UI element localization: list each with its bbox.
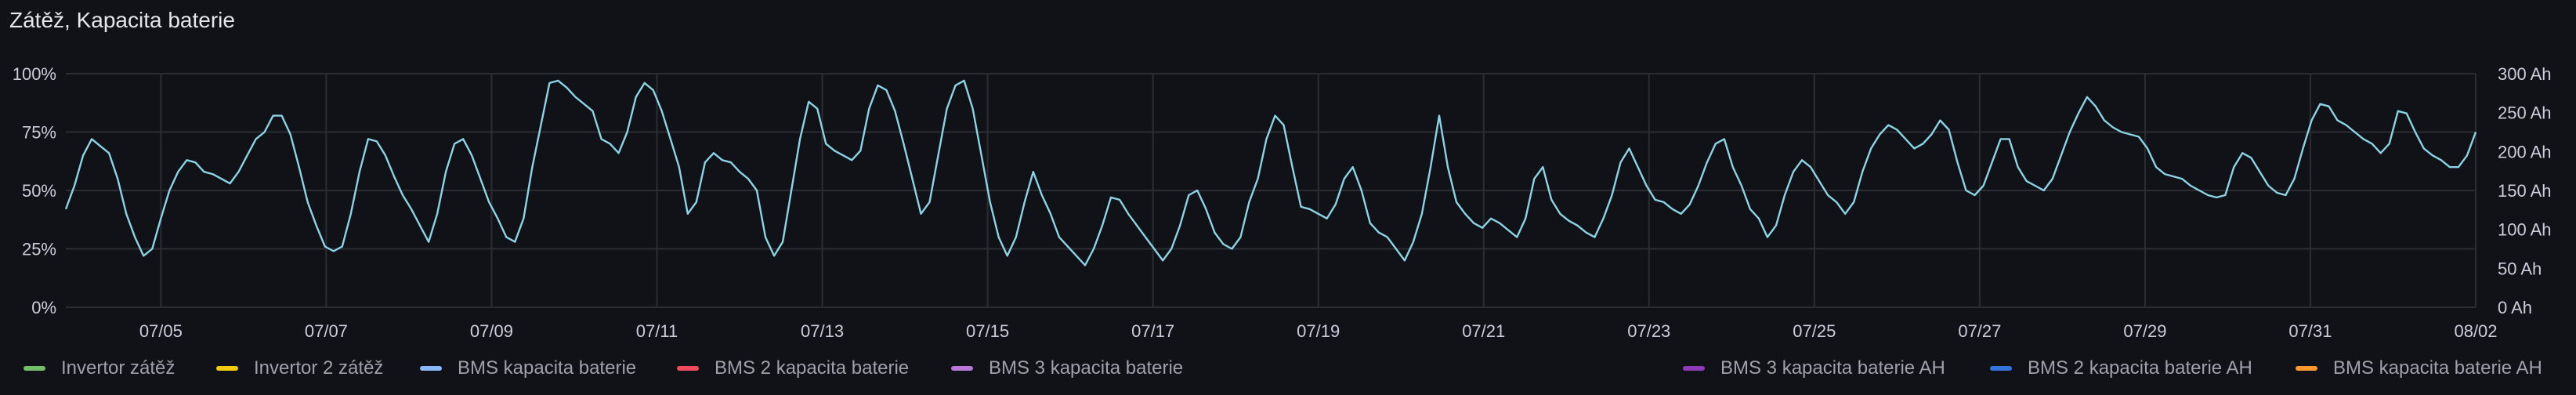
x-tick-label: 07/29: [2123, 321, 2166, 341]
y-right-tick-label: 0 Ah: [2498, 298, 2532, 317]
x-tick-label: 07/17: [1131, 321, 1174, 341]
legend-swatch: [420, 366, 442, 371]
legend-item-bms-3-kapacita-baterie-ah[interactable]: BMS 3 kapacita baterie AH: [1683, 357, 1945, 379]
x-tick-label: 07/11: [636, 321, 678, 341]
legend: Invertor zátěž Invertor 2 zátěž BMS kapa…: [0, 357, 2576, 386]
legend-swatch: [24, 366, 45, 371]
x-tick-label: 07/25: [1793, 321, 1836, 341]
legend-label: BMS 3 kapacita baterie AH: [1720, 357, 1945, 379]
y-left-tick-label: 100%: [13, 64, 56, 84]
x-tick-label: 08/02: [2454, 321, 2497, 341]
legend-label: BMS kapacita baterie: [458, 357, 637, 379]
y-right-tick-label: 150 Ah: [2498, 181, 2552, 201]
x-axis: 07/05 07/07 07/09 07/11 07/13 07/15 07/17 07/19…: [139, 321, 2498, 341]
legend-label: Invertor zátěž: [61, 357, 175, 379]
legend-item-bms-2-kapacita-baterie[interactable]: BMS 2 kapacita baterie: [677, 357, 909, 379]
legend-item-bms-3-kapacita-baterie[interactable]: BMS 3 kapacita baterie: [951, 357, 1183, 379]
x-tick-label: 07/07: [305, 321, 348, 341]
legend-item-bms-kapacita-baterie-ah[interactable]: BMS kapacita baterie AH: [2296, 357, 2542, 379]
x-tick-label: 07/31: [2288, 321, 2332, 341]
panel-title: Zátěž, Kapacita baterie: [9, 8, 235, 32]
legend-label: BMS kapacita baterie AH: [2333, 357, 2542, 379]
x-tick-label: 07/21: [1462, 321, 1505, 341]
x-tick-label: 07/13: [801, 321, 844, 341]
y-left-tick-label: 0%: [31, 298, 56, 317]
y-right-tick-label: 300 Ah: [2498, 64, 2552, 84]
legend-swatch: [1683, 366, 1705, 371]
x-tick-label: 07/05: [139, 321, 183, 341]
chart-series: [64, 79, 2477, 266]
legend-item-invertor-zatez[interactable]: Invertor zátěž: [24, 357, 175, 379]
x-tick-label: 07/23: [1627, 321, 1670, 341]
x-tick-label: 07/27: [1958, 321, 2001, 341]
legend-item-bms-kapacita-baterie[interactable]: BMS kapacita baterie: [420, 357, 636, 379]
y-right-tick-label: 250 Ah: [2498, 103, 2552, 123]
legend-label: BMS 3 kapacita baterie: [989, 357, 1184, 379]
legend-label: Invertor 2 zátěž: [254, 357, 384, 379]
legend-item-bms-2-kapacita-baterie-ah[interactable]: BMS 2 kapacita baterie AH: [1990, 357, 2252, 379]
legend-swatch: [1990, 366, 2012, 371]
x-tick-label: 07/19: [1297, 321, 1340, 341]
series-line-bms-kapacita-baterie: [64, 79, 2477, 266]
legend-label: BMS 2 kapacita baterie AH: [2028, 357, 2252, 379]
legend-swatch: [677, 366, 699, 371]
legend-label: BMS 2 kapacita baterie: [715, 357, 910, 379]
time-series-chart[interactable]: 100% 75% 50% 25% 0% 300 Ah 250 Ah 200 Ah 150 Ah…: [0, 0, 2576, 357]
legend-swatch: [216, 366, 238, 371]
y-axis-right: 300 Ah 250 Ah 200 Ah 150 Ah 100 Ah 50 Ah 0 Ah: [2498, 64, 2552, 317]
y-left-tick-label: 25%: [22, 240, 56, 259]
y-right-tick-label: 200 Ah: [2498, 142, 2552, 161]
y-right-tick-label: 50 Ah: [2498, 259, 2542, 278]
x-tick-label: 07/15: [966, 321, 1009, 341]
y-right-tick-label: 100 Ah: [2498, 220, 2552, 240]
y-left-tick-label: 50%: [22, 181, 56, 201]
legend-swatch: [951, 366, 973, 371]
legend-item-invertor-2-zatez[interactable]: Invertor 2 zátěž: [216, 357, 383, 379]
y-left-tick-label: 75%: [22, 123, 56, 143]
y-axis-left: 100% 75% 50% 25% 0%: [13, 64, 56, 317]
x-tick-label: 07/09: [470, 321, 513, 341]
legend-swatch: [2296, 366, 2317, 371]
chart-grid: [66, 73, 2477, 308]
